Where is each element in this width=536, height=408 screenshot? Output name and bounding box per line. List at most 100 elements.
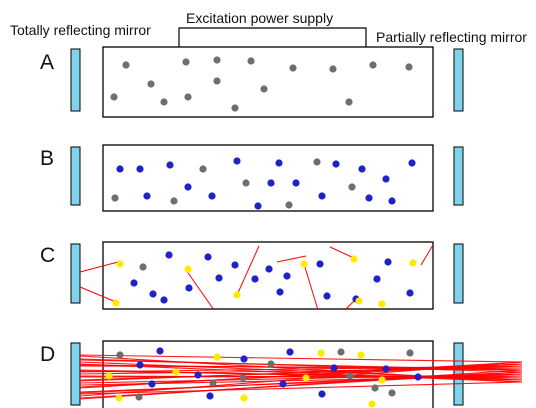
emitting-atom (213, 353, 221, 361)
excited-atom (194, 371, 202, 379)
ground-atom (231, 104, 239, 112)
excited-atom (292, 179, 300, 187)
ground-atom (388, 389, 396, 397)
excited-atom (116, 165, 124, 173)
ground-atom (260, 85, 268, 93)
excited-atom (149, 290, 157, 298)
totally-reflecting-mirror-a (70, 48, 81, 112)
emitting-atom (378, 300, 386, 308)
excited-atom (136, 165, 144, 173)
emitting-atom (368, 400, 376, 408)
excited-atom (318, 390, 326, 398)
emitting-atom (172, 368, 180, 376)
excited-atom (382, 175, 390, 183)
ground-atom (289, 64, 297, 72)
ground-atom (247, 57, 255, 65)
excited-atom (206, 392, 214, 400)
totally-reflecting-mirror-c (70, 243, 81, 304)
excited-atom (160, 296, 168, 304)
excited-atom (318, 192, 326, 200)
excited-atom (231, 261, 239, 269)
excited-atom (388, 197, 396, 205)
excited-atom (283, 272, 291, 280)
laser-beam (79, 369, 523, 400)
totally-reflecting-mirror-b (70, 146, 81, 206)
ground-atom (285, 201, 293, 209)
excited-atom (254, 202, 262, 210)
excited-atom (204, 253, 212, 261)
ground-atom (160, 98, 168, 106)
tube-b (102, 144, 434, 212)
excited-atom (406, 289, 414, 297)
partially-reflecting-mirror-a (453, 48, 464, 112)
emitting-atom (355, 297, 363, 305)
tube-a (102, 46, 434, 118)
ground-atom (406, 349, 414, 357)
excited-atom (143, 192, 151, 200)
excited-atom (373, 275, 381, 283)
ground-atom (135, 393, 143, 401)
laser-beam (79, 375, 523, 378)
excited-atom (384, 258, 392, 266)
tube-c (102, 241, 434, 310)
photon-c (276, 255, 307, 263)
excited-atom (148, 380, 156, 388)
stage-label-a: A (40, 51, 55, 74)
laser-beam (79, 365, 523, 369)
ground-atom (111, 194, 119, 202)
emitting-atom (317, 349, 325, 357)
excited-atom (408, 159, 416, 167)
excited-atom (130, 279, 138, 287)
excited-atom (185, 284, 193, 292)
ground-atom (116, 351, 124, 359)
excited-atom (276, 288, 284, 296)
laser-beam (79, 371, 523, 394)
excited-atom (358, 165, 366, 173)
ground-atom (182, 58, 190, 66)
excited-atom (208, 192, 216, 200)
ground-atom (329, 65, 337, 73)
excited-atom (365, 194, 373, 202)
ground-atom (371, 384, 379, 392)
emitting-atom (357, 351, 365, 359)
ground-atom (139, 263, 147, 271)
excited-atom (267, 179, 275, 187)
right-mirror-label: Partially reflecting mirror (376, 29, 527, 45)
ground-atom (199, 165, 207, 173)
excited-atom (316, 260, 324, 268)
ground-atom (209, 379, 217, 387)
ground-atom (110, 93, 118, 101)
power-supply-bracket (178, 27, 367, 47)
laser-beam (79, 381, 523, 395)
excited-atom (286, 348, 294, 356)
stage-label-b: B (40, 147, 55, 170)
partially-reflecting-mirror-b (453, 146, 464, 206)
ground-atom (313, 158, 321, 166)
emitting-atom (116, 260, 124, 268)
ground-atom (184, 93, 192, 101)
ground-atom (405, 63, 413, 71)
emitting-atom (378, 376, 386, 384)
laser-beam (79, 354, 523, 363)
ground-atom (348, 183, 356, 191)
photon-c (303, 263, 319, 311)
photon-c (79, 286, 117, 303)
photon-c (329, 246, 355, 259)
ground-atom (345, 98, 353, 106)
ground-atom (239, 374, 247, 382)
emitting-atom (302, 374, 310, 382)
excited-atom (275, 159, 283, 167)
ground-atom (242, 179, 250, 187)
partially-reflecting-mirror-c (453, 243, 464, 304)
emitting-atom (105, 372, 113, 380)
photon-c (79, 261, 119, 273)
excited-atom (166, 161, 174, 169)
excited-atom (156, 347, 164, 355)
excited-atom (184, 183, 192, 191)
emitting-atom (240, 394, 248, 402)
emitting-atom (115, 394, 123, 402)
excited-atom (323, 292, 331, 300)
power-supply-label: Excitation power supply (186, 10, 334, 26)
excited-atom (136, 361, 144, 369)
left-mirror-label: Totally reflecting mirror (10, 22, 151, 38)
